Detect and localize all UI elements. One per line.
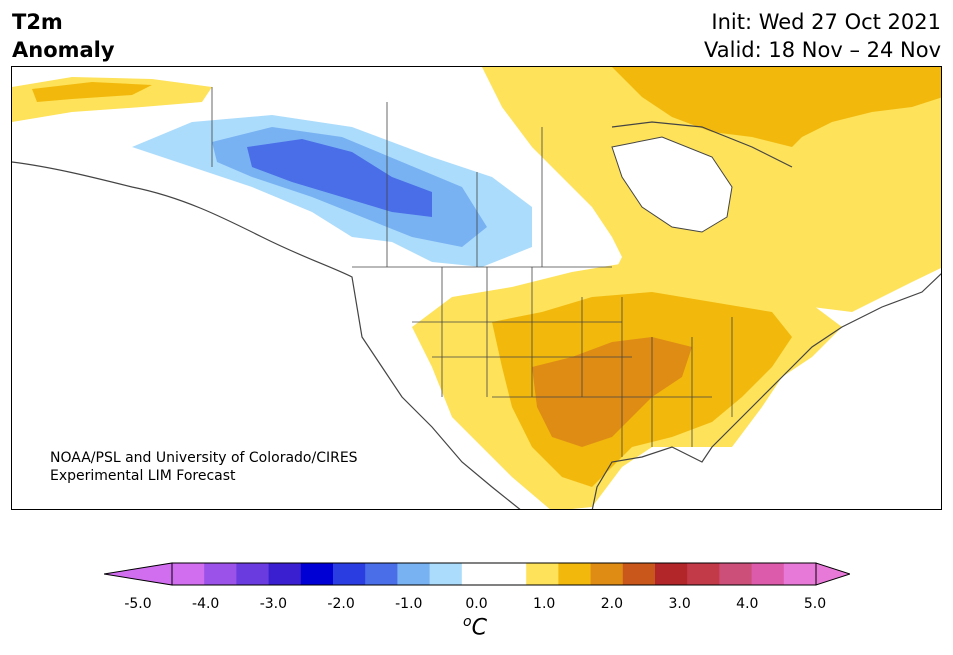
coastlines [12,121,941,509]
anomaly-region-nw-orange [32,82,152,102]
colorbar-tick-label: -3.0 [259,596,288,612]
colorbar-segment [622,563,656,585]
colorbar-extend-high [815,562,850,586]
title-line-2: Anomaly [12,38,115,62]
colorbar-tick-label: -2.0 [327,596,355,612]
title-line-1: T2m [12,10,63,34]
colorbar-segments [172,563,817,585]
anomaly-map: NOAA/PSL and University of Colorado/CIRE… [11,66,942,510]
political-borders [211,87,733,457]
colorbar-segment [783,563,817,585]
colorbar-segment [719,563,753,585]
map-title: T2m Anomaly [12,8,115,64]
colorbar-unit: oC [463,614,487,640]
colorbar-segment [172,563,205,585]
anomaly-region-arctic-orange [612,67,941,147]
colorbar-segment [461,563,495,585]
colorbar-segment [655,563,688,585]
colorbar-segment [333,563,366,585]
credit-line-2: Experimental LIM Forecast [50,468,236,484]
colorbar-tick-label: 1.0 [533,596,556,612]
unit-degree: o [463,614,472,630]
colorbar-tick-label: 4.0 [736,596,759,612]
colorbar-extend-low [104,562,173,586]
colorbar-segment [751,563,785,585]
colorbar-tick-label: 0.0 [465,596,488,612]
init-date: Init: Wed 27 Oct 2021 [711,10,941,34]
colorbar-segment [590,563,624,585]
colorbar-tick-label: -1.0 [395,596,423,612]
credit-line-1: NOAA/PSL and University of Colorado/CIRE… [50,450,358,466]
colorbar-segment [268,563,302,585]
colorbar-segment [429,563,463,585]
map-svg [12,67,941,509]
valid-range: Valid: 18 Nov – 24 Nov [704,38,941,62]
colorbar-segment [204,563,237,585]
colorbar-segment [365,563,398,585]
colorbar-segment [494,563,527,585]
colorbar-segment [397,563,431,585]
colorbar-outline [171,562,817,586]
colorbar-segment [687,563,720,585]
colorbar-tick-label: -5.0 [124,596,152,612]
colorbar-segment [526,563,559,585]
colorbar-segment [300,563,334,585]
unit-celsius: C [471,615,487,641]
colorbar-tick-label: -4.0 [192,596,220,612]
colorbar-tick-label: 5.0 [803,596,827,612]
colorbar [104,562,850,586]
colorbar-ticks: -5.0 -4.0 -3.0 -2.0 -1.0 0.0 1.0 2.0 3.0 4.0 5.0 [0,596,953,616]
anomaly-region-cold-blue [247,139,432,217]
colorbar-tick-label: 2.0 [600,596,624,612]
map-credit: NOAA/PSL and University of Colorado/CIRE… [50,449,358,485]
colorbar-segment [558,563,592,585]
forecast-dates: Init: Wed 27 Oct 2021 Valid: 18 Nov – 24… [704,8,941,64]
colorbar-tick-label: 3.0 [668,596,691,612]
hudson-bay [611,136,733,233]
colorbar-segment [236,563,270,585]
